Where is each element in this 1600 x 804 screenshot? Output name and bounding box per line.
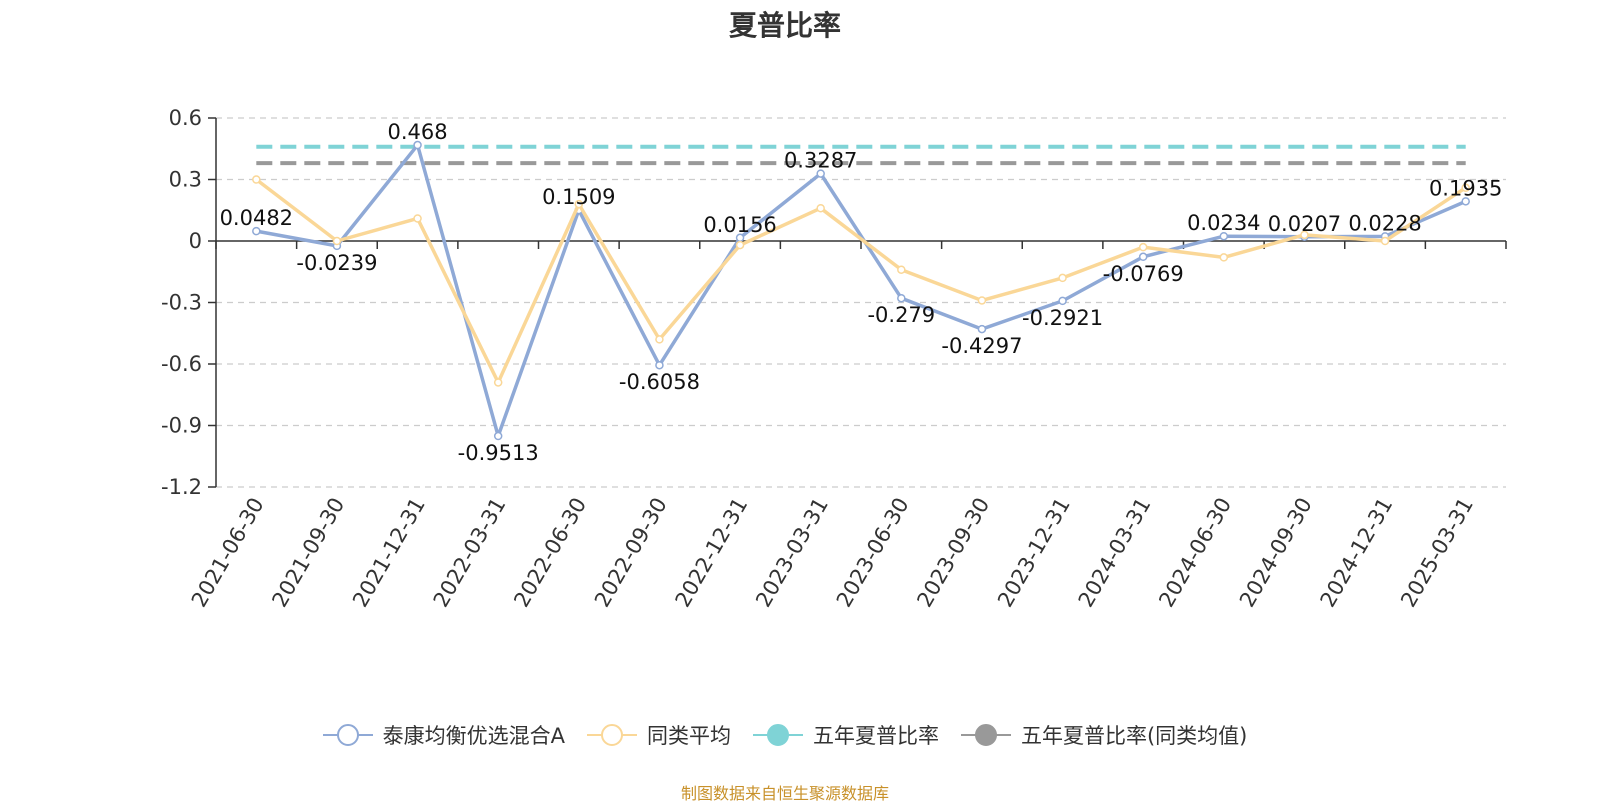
y-tick-label: 0.3 — [169, 168, 202, 192]
data-label: 0.468 — [388, 120, 448, 144]
series-point-1 — [332, 236, 342, 246]
series-point-0 — [413, 140, 422, 150]
data-label: 0.0234 — [1187, 211, 1260, 235]
legend-label-five-year-sharpe-peer: 五年夏普比率(同类均值) — [1020, 724, 1248, 748]
legend-label-fund: 泰康均衡优选混合A — [382, 724, 565, 748]
series-point-0 — [252, 226, 261, 236]
series-point-1 — [1461, 183, 1470, 192]
series-point-1 — [1380, 236, 1390, 246]
series-point-0 — [1058, 296, 1067, 306]
legend-item-five-year-sharpe-peer[interactable]: 五年夏普比率(同类均值) — [960, 720, 1248, 750]
source-note: 制图数据来自恒生聚源数据库 — [680, 784, 889, 803]
x-tick-label: 2024-12-31 — [1316, 494, 1398, 612]
y-tick-label: 0.6 — [169, 106, 202, 130]
y-tick-label: -1.2 — [161, 475, 202, 499]
y-tick-label: 0 — [189, 229, 202, 253]
x-tick-label: 2021-12-31 — [348, 494, 430, 612]
series-point-1 — [1058, 273, 1067, 283]
series-point-0 — [1138, 252, 1148, 262]
series-point-0 — [1461, 197, 1470, 206]
x-tick-label: 2025-03-31 — [1396, 494, 1478, 612]
data-label: 0.0228 — [1348, 211, 1421, 235]
legend: 泰康均衡优选混合A 同类平均 五年夏普比率 五年夏普比率(同类均值) — [0, 720, 1570, 750]
series-point-0 — [977, 324, 987, 334]
series-point-0 — [897, 293, 906, 303]
series-point-1 — [735, 240, 745, 250]
series-point-1 — [1138, 242, 1148, 252]
x-tick-label: 2023-12-31 — [993, 494, 1075, 612]
data-label: 0.1509 — [542, 185, 615, 209]
reference-lines — [256, 144, 1466, 166]
series-point-1 — [493, 378, 503, 387]
legend-label-five-year-sharpe: 五年夏普比率 — [812, 724, 939, 748]
chart-plot: 0.6 0.3 0 -0.3 -0.6 -0.9 -1.22021-06-302021-09… — [161, 106, 1507, 612]
data-label: 0.1935 — [1429, 176, 1502, 200]
x-tick-label: 2024-09-30 — [1235, 494, 1317, 612]
y-tick-label: -0.9 — [161, 414, 202, 438]
data-label: 0.3287 — [784, 149, 857, 173]
x-tick-label: 2023-09-30 — [912, 494, 994, 612]
x-tick-label: 2022-12-31 — [671, 494, 753, 612]
x-tick-label: 2023-06-30 — [832, 494, 914, 612]
axis-layer: 0.6 0.3 0 -0.3 -0.6 -0.9 -1.22021-06-302021-09… — [161, 106, 1507, 612]
x-tick-label: 2021-09-30 — [267, 494, 349, 612]
series-point-1 — [574, 199, 584, 209]
x-tick-label: 2024-06-30 — [1154, 494, 1236, 612]
x-tick-label: 2022-06-30 — [509, 494, 591, 612]
y-tick-label: -0.3 — [161, 291, 202, 315]
chart-title: 夏普比率 — [728, 9, 841, 42]
data-label: -0.9513 — [458, 441, 539, 465]
x-tick-label: 2021-06-30 — [187, 494, 269, 612]
x-tick-label: 2023-03-31 — [751, 494, 833, 612]
legend-marker-five-year-sharpe — [752, 724, 803, 746]
series-point-0 — [655, 360, 664, 370]
series-point-1 — [1219, 253, 1229, 262]
x-tick-label: 2022-03-31 — [429, 494, 511, 612]
legend-item-fund[interactable]: 泰康均衡优选混合A — [322, 720, 565, 750]
legend-marker-five-year-sharpe-peer — [960, 724, 1011, 746]
data-label: -0.279 — [867, 303, 935, 327]
data-label: -0.0769 — [1103, 262, 1184, 286]
series-point-1 — [897, 265, 906, 274]
data-label: 0.0156 — [703, 213, 776, 237]
series-point-1 — [1300, 230, 1309, 240]
x-tick-label: 2022-09-30 — [590, 494, 672, 612]
series-point-1 — [413, 214, 422, 223]
series-layer — [252, 140, 1470, 441]
series-line-0 — [255, 143, 1467, 438]
data-labels: 0.0482-0.0239 0.468 -0.9513 0.1509 -0.6058 0.… — [220, 120, 1503, 465]
legend-item-peer-average[interactable]: 同类平均 — [586, 720, 731, 750]
data-label: 0.0207 — [1268, 212, 1341, 236]
data-label: 0.0482 — [220, 206, 293, 230]
series-point-1 — [816, 203, 825, 213]
legend-item-five-year-sharpe[interactable]: 五年夏普比率 — [752, 720, 939, 750]
data-label: -0.4297 — [941, 334, 1022, 358]
series-point-0 — [816, 169, 825, 178]
series-point-1 — [977, 296, 987, 305]
series-point-1 — [252, 175, 261, 184]
series-point-0 — [1219, 231, 1229, 241]
data-label: -0.2921 — [1022, 306, 1103, 330]
series-line-1 — [255, 178, 1467, 385]
legend-marker-peer-average — [586, 724, 637, 746]
y-tick-label: -0.6 — [161, 352, 202, 376]
legend-label-peer-average: 同类平均 — [646, 724, 731, 748]
legend-marker-fund — [322, 724, 373, 746]
x-tick-label: 2024-03-31 — [1074, 494, 1156, 612]
series-point-0 — [493, 431, 503, 441]
series-point-1 — [655, 335, 664, 344]
data-label: -0.6058 — [619, 370, 700, 394]
grid-layer — [216, 117, 1506, 488]
data-label: -0.0239 — [296, 251, 377, 275]
